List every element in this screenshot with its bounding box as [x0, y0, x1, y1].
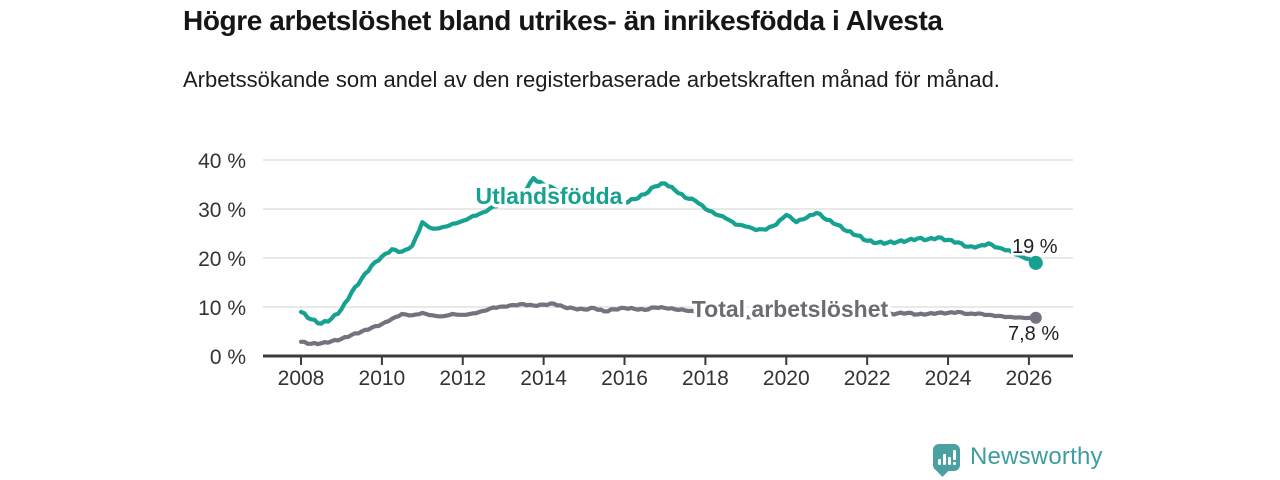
- chart-subtitle: Arbetssökande som andel av den registerb…: [183, 67, 1000, 92]
- x-tick-label: 2016: [601, 367, 648, 390]
- x-tick-label: 2020: [763, 367, 810, 390]
- y-tick-label: 0 %: [210, 346, 246, 369]
- y-tick-label: 10 %: [198, 297, 246, 320]
- x-tick-label: 2026: [1006, 367, 1053, 390]
- x-tick-label: 2018: [682, 367, 729, 390]
- x-tick-label: 2012: [439, 367, 486, 390]
- page-title: Högre arbetslöshet bland utrikes- än inr…: [183, 5, 943, 36]
- y-tick-label: 30 %: [198, 199, 246, 222]
- series-line-total: [298, 301, 1038, 347]
- series-label-total: Total arbetslöshet: [692, 296, 889, 322]
- end-value-label-total: 7,8 %: [1008, 323, 1059, 345]
- series-label-utlandsfodda: Utlandsfödda: [476, 183, 623, 209]
- x-tick-label: 2008: [278, 367, 325, 390]
- x-tick-label: 2010: [359, 367, 406, 390]
- newsworthy-logo[interactable]: Newsworthy: [933, 443, 1103, 471]
- y-tick-label: 20 %: [198, 248, 246, 271]
- newsworthy-chart-bubble-icon: [933, 443, 960, 471]
- x-tick-label: 2024: [925, 367, 972, 390]
- y-tick-label: 40 %: [198, 150, 246, 173]
- series-line-utlandsfodda: [298, 176, 1038, 326]
- series-end-dot-utlandsfodda: [1028, 255, 1043, 270]
- x-tick-label: 2014: [520, 367, 567, 390]
- series-end-dot-total: [1029, 311, 1042, 324]
- newsworthy-logo-text: Newsworthy: [970, 443, 1103, 470]
- x-tick-label: 2022: [844, 367, 891, 390]
- end-value-label-utlandsfodda: 19 %: [1012, 236, 1058, 258]
